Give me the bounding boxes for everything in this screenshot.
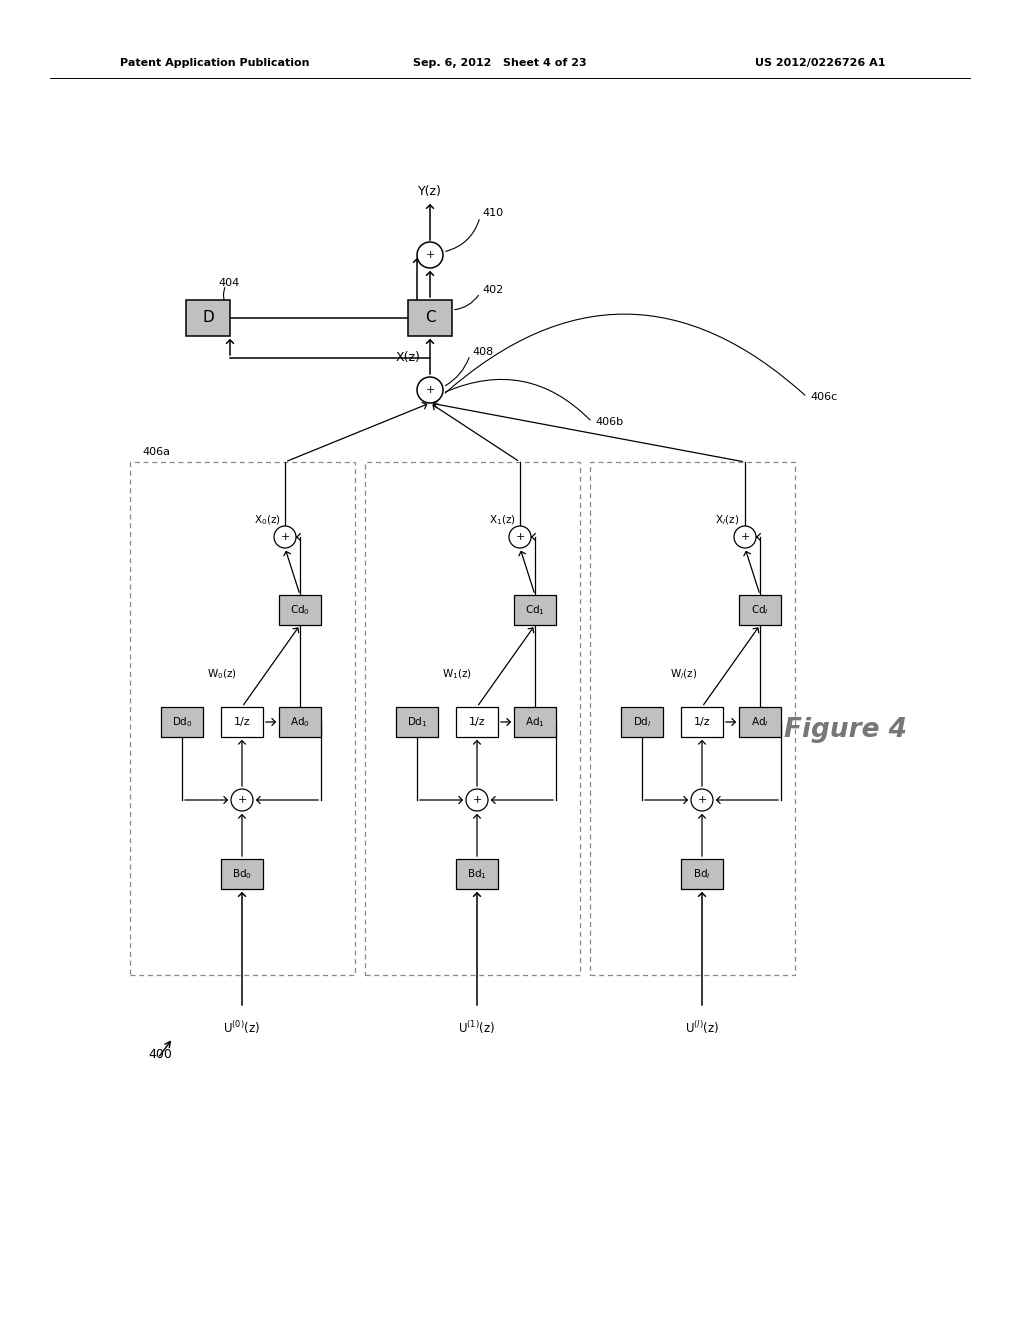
Text: Cd$_l$: Cd$_l$ — [751, 603, 769, 616]
Text: U$^{(1)}$(z): U$^{(1)}$(z) — [459, 1019, 496, 1036]
Circle shape — [417, 242, 443, 268]
Text: +: + — [697, 795, 707, 805]
Text: X(z): X(z) — [395, 351, 421, 364]
Circle shape — [231, 789, 253, 810]
Bar — [161, 708, 203, 737]
Bar — [130, 462, 355, 975]
Text: +: + — [281, 532, 290, 543]
Text: Bd$_0$: Bd$_0$ — [232, 867, 252, 880]
Text: Dd$_1$: Dd$_1$ — [407, 715, 427, 729]
Text: +: + — [425, 249, 434, 260]
Text: Y(z): Y(z) — [418, 186, 442, 198]
Text: W$_0$(z): W$_0$(z) — [207, 667, 237, 681]
Text: Bd$_l$: Bd$_l$ — [693, 867, 711, 880]
Bar — [279, 595, 321, 624]
Circle shape — [466, 789, 488, 810]
Bar — [408, 300, 452, 337]
Bar — [365, 462, 580, 975]
Bar — [739, 708, 781, 737]
Text: U$^{(0)}$(z): U$^{(0)}$(z) — [223, 1019, 260, 1036]
Circle shape — [274, 525, 296, 548]
Text: 406b: 406b — [595, 417, 624, 426]
Bar — [456, 859, 498, 888]
Bar — [221, 708, 263, 737]
Text: Ad$_1$: Ad$_1$ — [525, 715, 545, 729]
Text: W$_l$(z): W$_l$(z) — [670, 667, 697, 681]
Text: +: + — [515, 532, 524, 543]
Bar — [514, 708, 556, 737]
Circle shape — [691, 789, 713, 810]
Text: Ad$_l$: Ad$_l$ — [752, 715, 769, 729]
Text: +: + — [472, 795, 481, 805]
Text: 404: 404 — [218, 279, 240, 288]
Bar — [739, 595, 781, 624]
Text: C: C — [425, 310, 435, 326]
Text: Ad$_0$: Ad$_0$ — [290, 715, 310, 729]
Text: Cd$_0$: Cd$_0$ — [290, 603, 310, 616]
Text: Patent Application Publication: Patent Application Publication — [120, 58, 309, 69]
Text: +: + — [425, 385, 434, 395]
Bar — [396, 708, 438, 737]
Text: X$_1$(z): X$_1$(z) — [488, 513, 515, 527]
Circle shape — [734, 525, 756, 548]
Text: U$^{(l)}$(z): U$^{(l)}$(z) — [685, 1019, 719, 1036]
Bar — [590, 462, 795, 975]
Text: 400: 400 — [148, 1048, 172, 1061]
Text: Dd$_0$: Dd$_0$ — [172, 715, 193, 729]
Text: +: + — [238, 795, 247, 805]
Text: 406a: 406a — [142, 447, 170, 457]
Text: Figure 4: Figure 4 — [783, 717, 906, 743]
Text: 410: 410 — [482, 209, 503, 218]
Text: +: + — [740, 532, 750, 543]
Bar — [456, 708, 498, 737]
Text: 1/z: 1/z — [469, 717, 485, 727]
Text: Sep. 6, 2012   Sheet 4 of 23: Sep. 6, 2012 Sheet 4 of 23 — [414, 58, 587, 69]
Text: 408: 408 — [472, 347, 494, 356]
Circle shape — [417, 378, 443, 403]
Text: 1/z: 1/z — [233, 717, 250, 727]
Text: Dd$_l$: Dd$_l$ — [633, 715, 651, 729]
Circle shape — [509, 525, 531, 548]
Text: US 2012/0226726 A1: US 2012/0226726 A1 — [755, 58, 886, 69]
Bar — [621, 708, 663, 737]
Text: D: D — [202, 310, 214, 326]
Text: W$_1$(z): W$_1$(z) — [442, 667, 472, 681]
Text: X$_0$(z): X$_0$(z) — [254, 513, 281, 527]
Bar — [681, 708, 723, 737]
Bar — [186, 300, 230, 337]
Bar — [681, 859, 723, 888]
Text: Cd$_1$: Cd$_1$ — [525, 603, 545, 616]
Bar — [279, 708, 321, 737]
Text: 406c: 406c — [810, 392, 838, 403]
Text: 402: 402 — [482, 285, 503, 294]
Bar — [514, 595, 556, 624]
Text: X$_l$(z): X$_l$(z) — [715, 513, 739, 527]
Text: Bd$_1$: Bd$_1$ — [467, 867, 486, 880]
Text: 1/z: 1/z — [693, 717, 711, 727]
Bar — [221, 859, 263, 888]
